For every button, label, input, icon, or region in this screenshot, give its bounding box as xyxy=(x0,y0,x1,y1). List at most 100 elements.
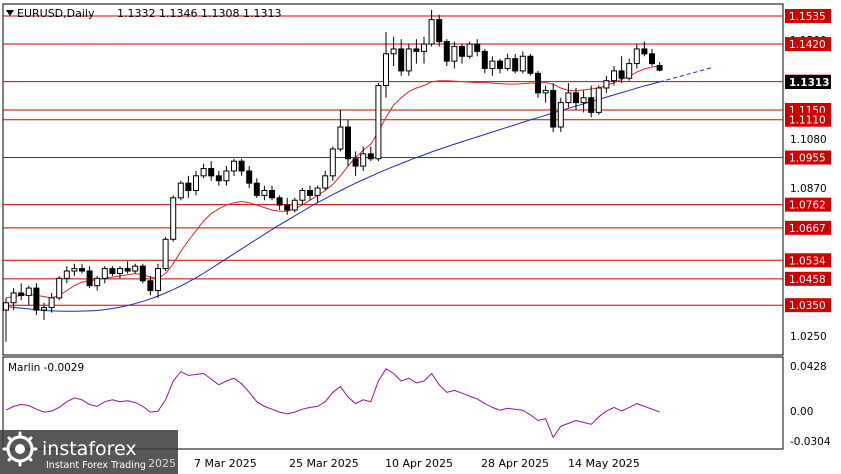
candle-bear xyxy=(238,160,245,172)
candle-bull xyxy=(117,268,123,274)
candle-bull xyxy=(63,270,70,279)
candle-bear xyxy=(436,19,443,43)
price-tick: 1.0250 xyxy=(790,331,827,343)
candle-bear xyxy=(208,168,215,177)
candle-bear xyxy=(474,43,481,52)
candle-bear xyxy=(284,204,291,211)
date-label: 28 Apr 2025 xyxy=(481,457,549,470)
candle-bull xyxy=(626,63,633,79)
candle-bear xyxy=(253,182,260,196)
candle-bear xyxy=(246,170,253,184)
candle-bear xyxy=(307,189,313,196)
candle-bull xyxy=(383,53,389,87)
candle-bull xyxy=(56,277,63,299)
candle-bull xyxy=(595,87,602,113)
candle-bear xyxy=(535,72,541,94)
candle-bear xyxy=(147,280,154,292)
date-label: 14 May 2025 xyxy=(568,457,640,470)
candle-bear xyxy=(443,41,450,62)
candle-bull xyxy=(94,277,101,287)
candle-bull xyxy=(633,48,640,65)
candle-bull xyxy=(466,43,473,57)
candle-bear xyxy=(215,175,222,182)
price-panel-frame xyxy=(2,3,784,356)
logo-brand: instaforex xyxy=(42,438,137,460)
candle-bull xyxy=(3,302,9,311)
candle-bear xyxy=(86,270,93,287)
level-tag-value: 1.0534 xyxy=(789,255,826,267)
oscillator-label: Marlin -0.0029 xyxy=(8,362,84,374)
ma-fast-line xyxy=(5,65,660,299)
oscillator-line xyxy=(5,368,660,439)
ma-slow-projection xyxy=(659,66,713,83)
level-tag-value: 1.1535 xyxy=(789,11,826,23)
candle-bull xyxy=(71,268,78,272)
candle-bear xyxy=(367,153,374,160)
candle-bull xyxy=(155,268,161,292)
ohlc-values: 1.1332 1.1346 1.1308 1.1313 xyxy=(117,7,281,20)
candle-bear xyxy=(79,268,85,272)
level-tag xyxy=(785,271,831,286)
candle-bull xyxy=(504,58,511,69)
candle-bull xyxy=(451,45,458,62)
candle-bull xyxy=(329,148,336,177)
candle-bear xyxy=(18,292,25,296)
candle-bull xyxy=(421,43,427,52)
candle-bull xyxy=(375,85,382,160)
date-label-partial: 2025 xyxy=(148,457,176,470)
level-tag-value: 1.1420 xyxy=(789,39,826,51)
candle-bear xyxy=(497,60,503,69)
candle-bear xyxy=(656,65,663,71)
current-price-value: 1.1313 xyxy=(789,77,830,89)
candle-bull xyxy=(337,126,344,150)
level-tag xyxy=(785,253,831,268)
instaforex-logo-icon xyxy=(2,431,38,467)
candle-bull xyxy=(291,199,298,211)
candle-bull xyxy=(299,189,306,201)
date-label: 10 Apr 2025 xyxy=(385,457,453,470)
candle-bear xyxy=(269,189,275,199)
oscillator-tick: 0.0428 xyxy=(790,361,827,373)
candle-bull xyxy=(519,55,526,72)
level-tag xyxy=(785,197,831,212)
candle-bull xyxy=(489,60,496,69)
candle-bull xyxy=(25,287,32,296)
candle-bull xyxy=(611,70,617,82)
date-axis: 7 Mar 2025 25 Mar 2025 10 Apr 2025 28 Ap… xyxy=(194,457,640,470)
candle-bull xyxy=(542,89,549,94)
candle-bear xyxy=(459,45,465,57)
candle-bull xyxy=(48,297,55,309)
instaforex-logo: instaforex Instant Forex Trading 2025 xyxy=(0,430,178,474)
candle-bear xyxy=(276,197,283,206)
candles xyxy=(3,9,663,342)
level-tag-value: 1.0667 xyxy=(789,223,826,235)
oscillator-tick: -0.0304 xyxy=(790,436,831,448)
logo-tagline: Instant Forex Trading xyxy=(46,460,146,471)
candle-bull xyxy=(428,19,435,45)
date-label: 25 Mar 2025 xyxy=(289,457,359,470)
candle-bull xyxy=(405,48,412,72)
level-tag-value: 1.1110 xyxy=(789,115,826,127)
level-tag xyxy=(785,298,831,313)
candle-bull xyxy=(314,187,321,196)
symbol-label: EURUSD,Daily xyxy=(17,7,95,20)
candle-bull xyxy=(132,265,139,272)
candle-bear xyxy=(588,97,595,113)
candle-bull xyxy=(565,92,572,104)
candle-bull xyxy=(261,189,268,196)
oscillator-tick: 0.00 xyxy=(790,406,813,418)
level-tag xyxy=(785,37,831,52)
candle-bear xyxy=(527,55,534,74)
level-tag xyxy=(785,112,831,127)
candle-bear xyxy=(33,287,40,311)
candle-bear xyxy=(124,268,131,272)
price-tick: 1.0870 xyxy=(790,183,827,195)
candle-bull xyxy=(580,97,587,104)
candle-bear xyxy=(550,89,557,128)
candle-bull xyxy=(223,170,230,182)
symbol-dropdown-icon[interactable] xyxy=(6,10,14,16)
level-tag xyxy=(785,220,831,235)
marlin-line xyxy=(5,368,660,439)
candle-bear xyxy=(109,268,116,274)
